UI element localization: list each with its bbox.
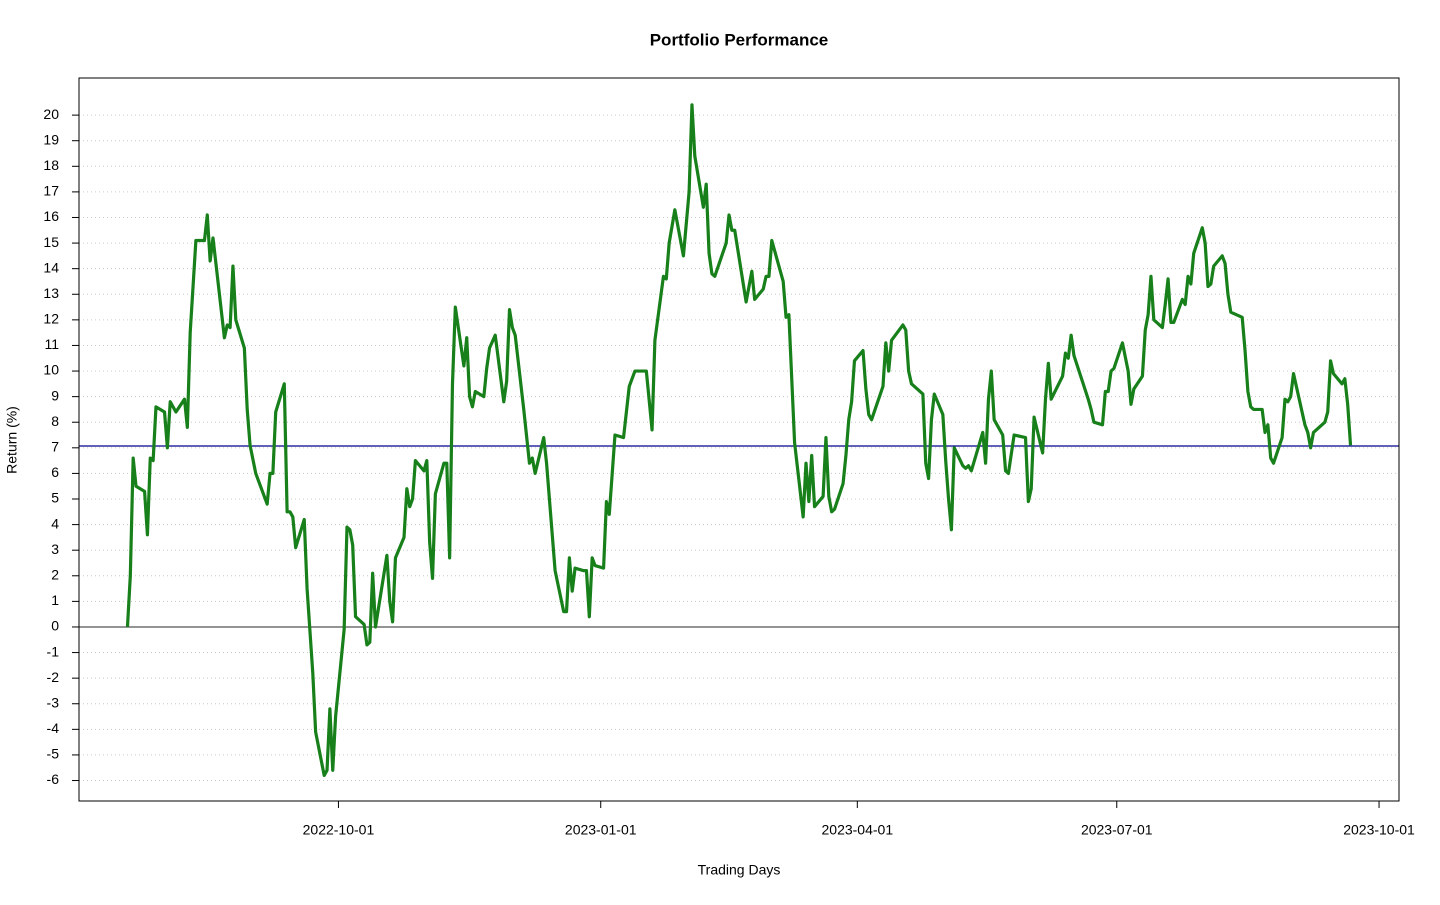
y-tick-label: 18 [43, 157, 59, 173]
y-tick-label: -2 [47, 669, 60, 685]
y-tick-label: -6 [47, 771, 60, 787]
x-tick-label: 2023-07-01 [1081, 822, 1153, 838]
x-tick-label: 2022-10-01 [303, 822, 375, 838]
y-tick-label: 8 [51, 413, 59, 429]
y-tick-label: -5 [47, 746, 60, 762]
y-tick-label: 4 [51, 515, 59, 531]
chart-title: Portfolio Performance [650, 30, 829, 49]
y-tick-label: 11 [44, 336, 59, 352]
y-tick-label: -4 [47, 720, 60, 736]
x-axis-label: Trading Days [698, 862, 781, 878]
y-tick-label: 0 [51, 618, 59, 634]
y-tick-label: 15 [43, 234, 59, 250]
y-tick-label: -1 [47, 643, 60, 659]
y-tick-label: 6 [51, 464, 59, 480]
y-tick-label: 14 [43, 259, 59, 275]
y-tick-label: 19 [43, 131, 59, 147]
y-tick-label: 2 [51, 566, 59, 582]
x-tick-label: 2023-01-01 [565, 822, 637, 838]
y-tick-label: 10 [43, 362, 59, 378]
y-tick-label: 20 [43, 106, 59, 122]
y-tick-label: 5 [51, 490, 59, 506]
y-tick-label: -3 [47, 694, 60, 710]
y-tick-label: 16 [43, 208, 59, 224]
x-tick-label: 2023-10-01 [1343, 822, 1415, 838]
y-tick-label: 3 [51, 541, 59, 557]
y-tick-label: 17 [43, 183, 59, 199]
data-line [125, 103, 1353, 778]
y-tick-label: 13 [43, 285, 59, 301]
y-tick-label: 7 [51, 439, 59, 455]
plot-frame [78, 77, 1400, 802]
x-tick-label: 2023-04-01 [822, 822, 894, 838]
y-tick-label: 1 [51, 592, 59, 608]
y-axis-label: Return (%) [4, 406, 20, 474]
y-tick-label: 9 [51, 387, 59, 403]
y-tick-label: 12 [43, 311, 59, 327]
